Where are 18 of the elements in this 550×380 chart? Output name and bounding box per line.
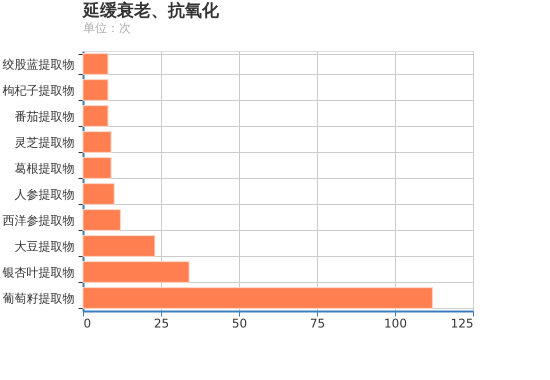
x-tick-label: 100 xyxy=(384,316,407,330)
x-tick-label: 75 xyxy=(310,316,326,330)
y-tick-label: 人参提取物 xyxy=(14,188,74,202)
y-tick-label: 灵芝提取物 xyxy=(14,136,74,150)
y-tick-label: 绞股蓝提取物 xyxy=(2,58,74,72)
y-tick-label: 大豆提取物 xyxy=(14,240,74,254)
y-tick-label: 葡萄籽提取物 xyxy=(2,292,74,306)
x-tick-label: 25 xyxy=(154,316,170,330)
x-tick-label: 0 xyxy=(84,316,92,330)
y-tick-label: 银杏叶提取物 xyxy=(2,266,74,280)
y-tick-label: 西洋参提取物 xyxy=(2,214,74,228)
y-tick-label: 番茄提取物 xyxy=(14,110,74,124)
x-tick-label: 125 xyxy=(450,316,474,330)
chart-title: 延缓衰老、抗氧化 xyxy=(81,1,220,21)
chart-subtitle: 单位：次 xyxy=(83,21,131,35)
y-tick-label: 葛根提取物 xyxy=(14,162,74,176)
x-tick-label: 50 xyxy=(232,316,248,330)
y-tick-label: 枸杞子提取物 xyxy=(2,84,74,98)
